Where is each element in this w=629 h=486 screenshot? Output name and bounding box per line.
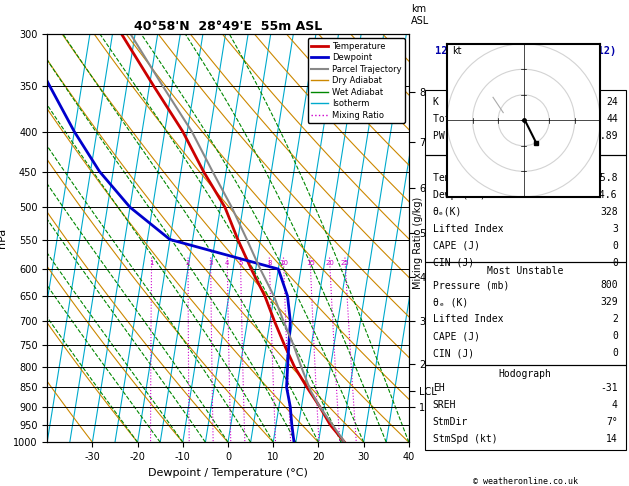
Text: CAPE (J): CAPE (J)	[433, 331, 480, 341]
Text: km
ASL: km ASL	[411, 4, 429, 26]
Text: 4: 4	[225, 260, 230, 266]
Text: Hodograph: Hodograph	[499, 369, 552, 379]
Text: Lifted Index: Lifted Index	[433, 224, 503, 234]
Legend: Temperature, Dewpoint, Parcel Trajectory, Dry Adiabat, Wet Adiabat, Isotherm, Mi: Temperature, Dewpoint, Parcel Trajectory…	[308, 38, 404, 123]
Text: StmSpd (kt): StmSpd (kt)	[433, 434, 498, 444]
Text: Dewp (°C): Dewp (°C)	[433, 190, 486, 200]
Text: 10: 10	[279, 260, 288, 266]
Text: 5: 5	[238, 260, 243, 266]
Text: © weatheronline.co.uk: © weatheronline.co.uk	[473, 477, 577, 486]
Text: 329: 329	[600, 297, 618, 307]
Text: 3: 3	[612, 224, 618, 234]
Text: 800: 800	[600, 280, 618, 290]
Text: 1: 1	[149, 260, 154, 266]
Text: Temp (°C): Temp (°C)	[433, 173, 486, 183]
Text: 25: 25	[341, 260, 350, 266]
Text: Most Unstable: Most Unstable	[487, 266, 564, 276]
Text: Pressure (mb): Pressure (mb)	[433, 280, 509, 290]
Text: 0: 0	[612, 348, 618, 358]
Text: 14: 14	[606, 434, 618, 444]
Text: 15: 15	[306, 260, 314, 266]
Text: 0: 0	[612, 331, 618, 341]
Text: 3: 3	[208, 260, 213, 266]
Text: CIN (J): CIN (J)	[433, 258, 474, 268]
Text: Totals Totals: Totals Totals	[433, 114, 509, 124]
Text: 2: 2	[186, 260, 191, 266]
X-axis label: Dewpoint / Temperature (°C): Dewpoint / Temperature (°C)	[148, 468, 308, 478]
Text: 2.89: 2.89	[594, 131, 618, 141]
Title: 40°58'N  28°49'E  55m ASL: 40°58'N 28°49'E 55m ASL	[134, 20, 322, 33]
Text: 44: 44	[606, 114, 618, 124]
Text: K: K	[433, 97, 438, 107]
Y-axis label: hPa: hPa	[0, 228, 8, 248]
Text: 7°: 7°	[606, 417, 618, 427]
Text: PW (cm): PW (cm)	[433, 131, 474, 141]
Text: CIN (J): CIN (J)	[433, 348, 474, 358]
Text: 8: 8	[267, 260, 272, 266]
Text: 0: 0	[612, 241, 618, 251]
Text: Surface: Surface	[504, 159, 546, 169]
Text: 2: 2	[612, 314, 618, 324]
Text: StmDir: StmDir	[433, 417, 468, 427]
Text: 4: 4	[612, 400, 618, 410]
Text: CAPE (J): CAPE (J)	[433, 241, 480, 251]
Text: 25.8: 25.8	[594, 173, 618, 183]
Text: SREH: SREH	[433, 400, 456, 410]
Text: -31: -31	[600, 383, 618, 393]
Text: 0: 0	[612, 258, 618, 268]
Text: EH: EH	[433, 383, 444, 393]
Text: Mixing Ratio (g/kg): Mixing Ratio (g/kg)	[413, 197, 423, 289]
Text: 20: 20	[325, 260, 334, 266]
Text: 12.06.2024  12GMT  (Base: 12): 12.06.2024 12GMT (Base: 12)	[435, 46, 616, 55]
Text: 328: 328	[600, 207, 618, 217]
Text: 24: 24	[606, 97, 618, 107]
Text: Lifted Index: Lifted Index	[433, 314, 503, 324]
Text: θₑ (K): θₑ (K)	[433, 297, 468, 307]
Text: 14.6: 14.6	[594, 190, 618, 200]
Text: θₑ(K): θₑ(K)	[433, 207, 462, 217]
Text: kt: kt	[452, 46, 462, 56]
